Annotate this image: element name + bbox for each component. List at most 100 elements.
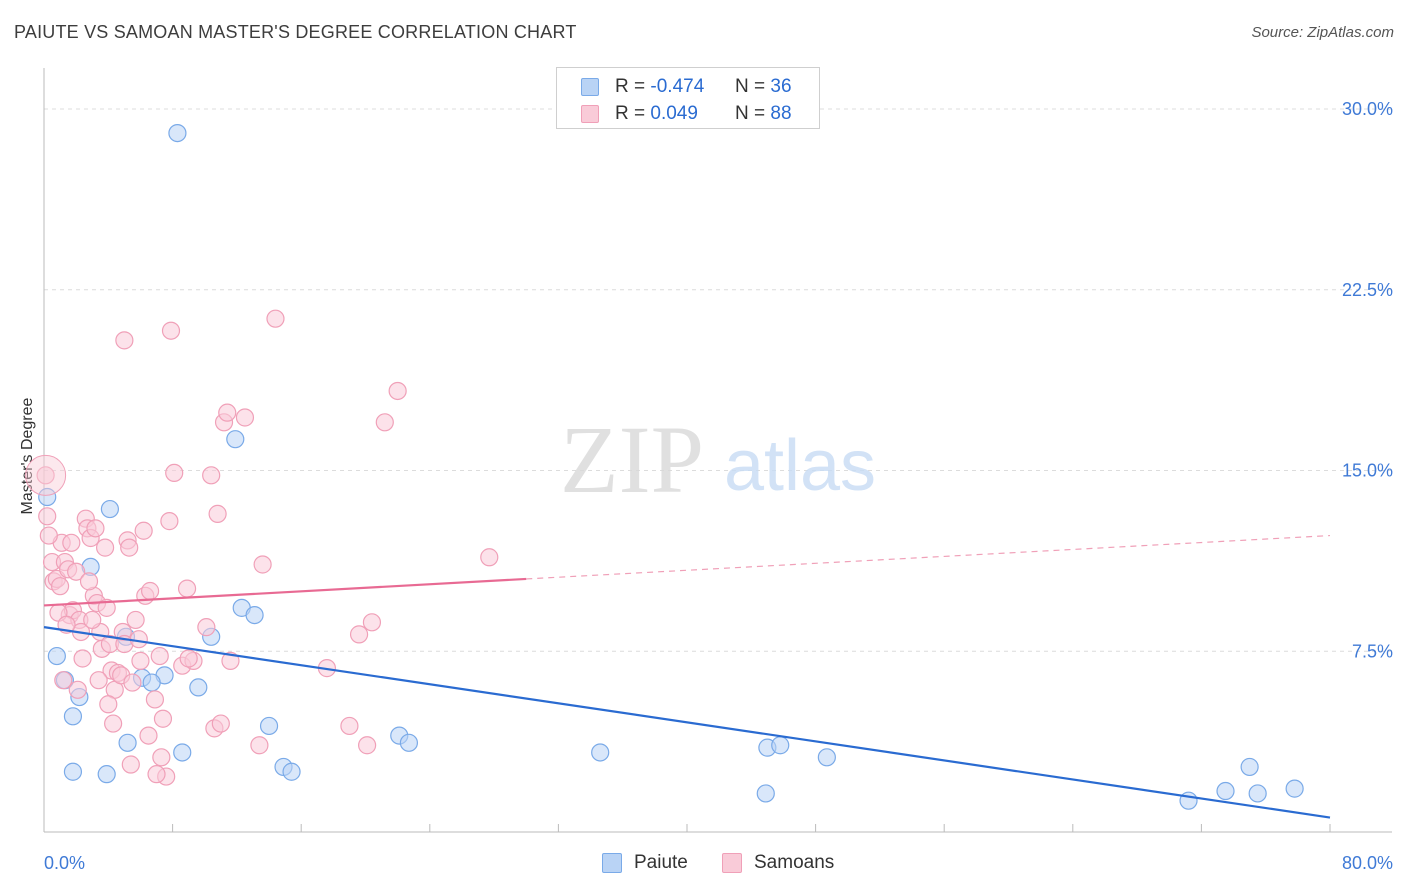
samoans-point [145,690,165,709]
paiute-point [282,762,301,781]
samoans-point [25,454,67,496]
legend-n-label: N = [735,103,766,124]
paiute-point [1248,784,1267,803]
samoans-point [208,504,227,523]
samoans-point [221,651,240,670]
series-swatch-paiute [602,853,622,873]
samoans-point [121,755,140,774]
legend-swatch-paiute [581,78,599,96]
series-swatch-samoans [722,853,742,873]
paiute-point [97,765,116,784]
legend-n-value-samoans: 88 [770,103,792,124]
samoans-point [153,709,173,728]
series-label-paiute: Paiute [634,852,688,873]
samoans-point [177,579,197,598]
samoans-point [362,613,382,632]
paiute-point [756,784,775,803]
legend-swatch-samoans [581,105,599,123]
legend-r-label: R = [615,76,646,97]
y-tick-label: 7.5% [1352,641,1393,661]
samoans-point [126,610,145,630]
paiute-point [100,499,120,519]
samoans-point [62,533,81,552]
samoans-point [134,521,153,540]
legend-r-value-paiute: -0.474 [650,76,705,97]
paiute-point [142,673,161,692]
samoans-point [73,649,92,668]
paiute-point [63,762,83,781]
paiute-point [259,716,279,736]
paiute-point [63,707,83,726]
chart-title: PAIUTE VS SAMOAN MASTER'S DEGREE CORRELA… [14,22,577,42]
samoans-point [480,548,499,567]
legend-n-label: N = [735,76,766,97]
samoans-point [83,610,102,630]
samoans-point [253,555,272,574]
samoans-point [211,714,230,733]
samoans-point [97,598,116,617]
samoans-point [266,309,285,328]
watermark-atlas: atlas [724,426,876,506]
source-label: Source: ZipAtlas.com [1251,24,1394,41]
paiute-trend-line [43,626,1331,819]
x-tick-label-min: 0.0% [44,853,85,873]
samoans-point [99,695,118,714]
samoans-point [197,618,216,637]
samoans-point [250,736,269,755]
trend-lines [43,534,1331,819]
samoans-trend-extension [526,534,1331,580]
series-label-samoans: Samoans [754,852,835,873]
samoans-point [140,581,160,601]
y-tick-label: 15.0% [1342,461,1393,481]
samoans-point [349,625,369,644]
paiute-point [1285,779,1304,798]
paiute-point [189,678,208,697]
legend-n-value-paiute: 36 [770,76,792,97]
samoans-point [218,403,237,422]
samoans-point [68,680,87,699]
samoans-point [54,671,73,690]
paiute-point [591,743,610,762]
samoans-point [131,651,150,670]
samoans-point [152,748,171,767]
series-legend: Paiute Samoans [0,852,1406,876]
x-tick-label-max: 80.0% [1342,853,1393,873]
axes [43,68,1392,833]
paiute-point [226,430,245,449]
y-tick-label: 30.0% [1342,99,1393,119]
samoans-point [235,408,255,427]
samoans-point [89,671,108,690]
samoans-point [50,577,70,596]
paiute-point [771,736,790,755]
samoans-point [147,765,166,784]
legend-r-label: R = [615,103,646,124]
samoans-point [202,466,221,485]
samoans-point [67,562,86,581]
samoans-point [36,466,55,485]
samoans-point [115,331,134,350]
tick-labels: 7.5% 15.0% 22.5% 30.0% 0.0% 80.0% [44,99,1393,873]
paiute-point [168,124,187,143]
samoans-point [375,413,394,432]
samoans-point [388,381,407,401]
gridlines [44,108,1392,652]
samoans-point [340,716,359,736]
series-legend-samoans[interactable]: Samoans [722,852,834,874]
data-points [25,124,1304,810]
y-tick-label: 22.5% [1342,280,1393,300]
samoans-trend-line [43,577,527,607]
paiute-point [1216,781,1235,801]
samoans-point [79,572,99,591]
samoans-point [358,736,377,755]
samoans-point [86,519,105,538]
legend-r-value-samoans: 0.049 [650,103,698,124]
samoans-point [139,726,158,745]
paiute-point [118,733,137,752]
samoans-point [104,714,123,733]
samoans-point [179,649,198,668]
correlation-legend: R = -0.474 N = 36 R = 0.049 N = 88 [556,67,820,129]
paiute-point [245,605,264,625]
series-legend-paiute[interactable]: Paiute [602,852,688,874]
paiute-point [399,733,419,752]
